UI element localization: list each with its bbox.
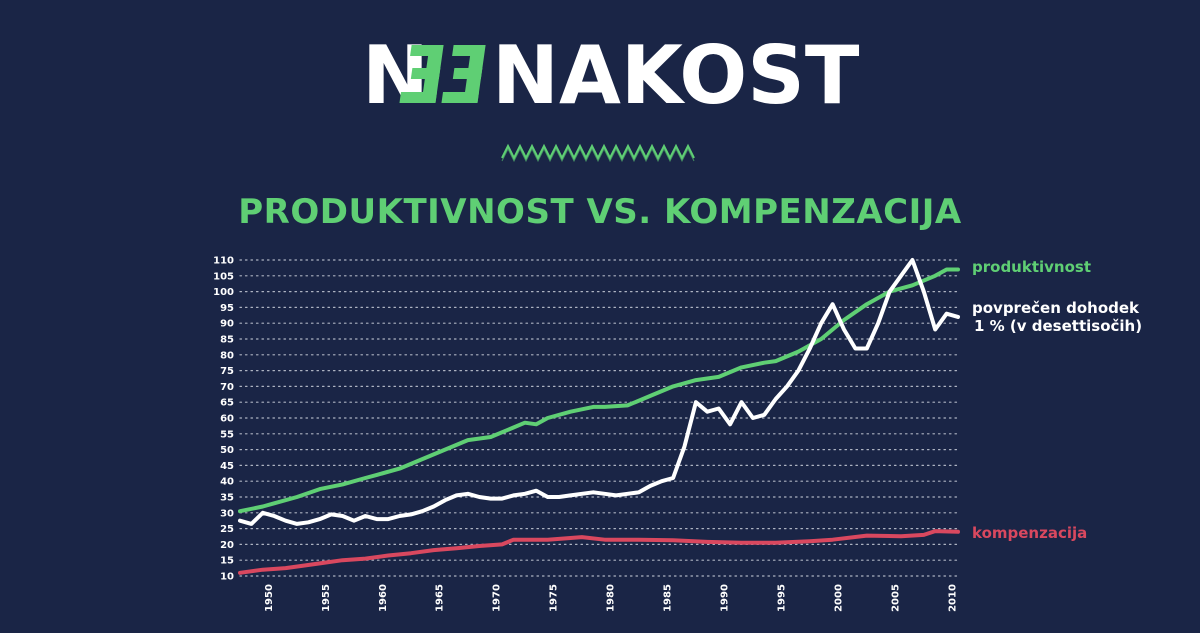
x-tick-label-1965: 1965 (435, 584, 446, 612)
zigzag-divider-icon (501, 143, 695, 163)
y-tick-label-90: 90 (220, 319, 234, 330)
y-tick-label-40: 40 (220, 477, 234, 488)
x-tick-label-1970: 1970 (492, 584, 503, 612)
series-label-line: produktivnost (972, 258, 1091, 276)
series-label-line: povprečen dohodek (972, 299, 1140, 317)
x-tick-label-1985: 1985 (663, 584, 674, 612)
logo-mirrored-e-icon (399, 45, 486, 103)
y-tick-label-100: 100 (213, 287, 234, 298)
x-tick-label-2005: 2005 (891, 584, 902, 612)
y-tick-label-110: 110 (213, 256, 234, 267)
series-label-line: kompenzacija (972, 524, 1087, 542)
y-tick-label-105: 105 (213, 271, 234, 282)
series-label-0: produktivnost (972, 258, 1091, 276)
y-tick-label-25: 25 (220, 524, 234, 535)
x-tick-label-1990: 1990 (720, 584, 731, 612)
y-tick-label-15: 15 (220, 556, 234, 567)
x-tick-label-1980: 1980 (606, 584, 617, 612)
x-axis-ticks: 1950 1955 1960 1965 1970 1975 1980 1985 1990 1995… (264, 584, 959, 612)
y-tick-label-70: 70 (220, 382, 234, 393)
x-tick-label-2010: 2010 (948, 584, 959, 612)
series-label-line: 1 % (v desettisočih) (974, 317, 1142, 335)
series-line-0 (238, 267, 960, 514)
chart-title: PRODUKTIVNOST VS. KOMPENZACIJA (238, 192, 962, 232)
y-tick-label-65: 65 (220, 398, 234, 409)
y-tick-label-45: 45 (220, 461, 234, 472)
y-tick-label-30: 30 (220, 508, 234, 519)
series-label-2: kompenzacija (972, 524, 1087, 542)
y-tick-label-20: 20 (220, 540, 234, 551)
grid-lines (239, 259, 959, 577)
y-axis-ticks: 10 15 20 25 30 35 40 45 50 55 60 65 70 75 80 85 90 95 100 1… (213, 256, 234, 583)
neenakost-logo: N NAKOST (362, 29, 860, 122)
series-lines (238, 258, 960, 575)
y-tick-label-80: 80 (220, 350, 234, 361)
y-tick-label-10: 10 (220, 572, 234, 583)
y-tick-label-85: 85 (220, 335, 234, 346)
x-tick-label-1955: 1955 (321, 584, 332, 612)
logo-text-end: NAKOST (492, 29, 860, 122)
series-labels: produktivnost povprečen dohodek 1 % (v des… (972, 258, 1142, 542)
x-tick-label-1995: 1995 (777, 584, 788, 612)
series-line-2 (238, 529, 960, 575)
series-line-1 (238, 258, 960, 526)
y-tick-label-50: 50 (220, 445, 234, 456)
y-tick-label-55: 55 (220, 429, 234, 440)
y-tick-label-75: 75 (220, 366, 234, 377)
y-tick-label-35: 35 (220, 493, 234, 504)
x-tick-label-1975: 1975 (549, 584, 560, 612)
y-tick-label-60: 60 (220, 414, 234, 425)
x-tick-label-1950: 1950 (264, 584, 275, 612)
series-label-1: povprečen dohodek 1 % (v desettisočih) (972, 299, 1142, 335)
x-tick-label-1960: 1960 (378, 584, 389, 612)
x-tick-label-2000: 2000 (834, 584, 845, 612)
y-tick-label-95: 95 (220, 303, 234, 314)
